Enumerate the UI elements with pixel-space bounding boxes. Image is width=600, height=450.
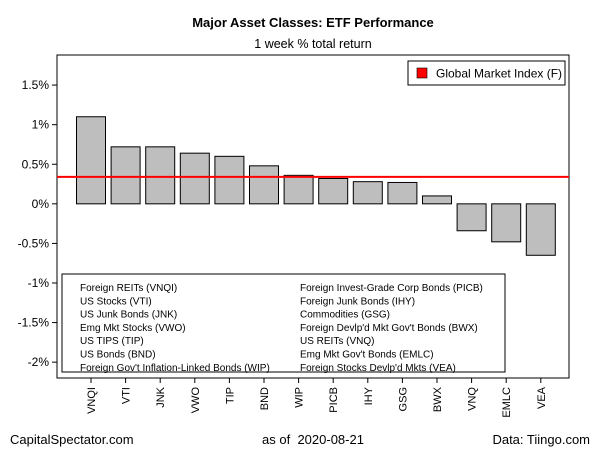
footer-data-credit: Data: Tiingo.com [492, 432, 590, 447]
note-left-item: US Stocks (VTI) [80, 296, 152, 307]
x-tick-label: JNK [155, 386, 167, 407]
legend-label: Global Market Index (F) [436, 67, 562, 81]
note-right-item: Commodities (GSG) [300, 310, 390, 321]
bar-vwo [179, 152, 210, 205]
note-right-item: US REITs (VNQ) [300, 336, 374, 347]
x-tick-label: IHY [363, 386, 375, 405]
y-tick-label: -1% [28, 276, 50, 290]
x-tick-label: VEA [536, 386, 548, 409]
bar-picb [318, 178, 349, 205]
y-axis: -2% -1.5% -1% -0.5% 0% 0.5% 1% 1.5% [18, 78, 57, 369]
legend-box [407, 60, 566, 86]
note-right-item: Foreign Junk Bonds (IHY) [300, 296, 415, 307]
bar-vea [525, 203, 556, 256]
footer-source: CapitalSpectator.com [10, 432, 134, 447]
bar-ihy [352, 181, 383, 205]
note-left-item: US Junk Bonds (JNK) [80, 310, 177, 321]
note-left-item: Foreign REITs (VNQI) [80, 283, 177, 294]
legend: Global Market Index (F) [407, 60, 566, 86]
bar-bwx [422, 195, 452, 205]
x-tick-label: VNQI [86, 387, 98, 414]
bar-tip [214, 155, 245, 205]
note-right-item: Emg Mkt Gov't Bonds (EMLC) [300, 350, 434, 361]
legend-swatch [416, 67, 428, 79]
note-right-item: Foreign Stocks Devlp'd Mkts (VEA) [300, 363, 456, 374]
y-tick-label: 0.5% [22, 157, 50, 171]
x-tick-label: GSG [397, 387, 409, 411]
x-tick-label: BND [259, 387, 271, 410]
y-tick-label: 1.5% [22, 78, 50, 92]
notes-box [61, 273, 506, 373]
x-tick-label: VTI [121, 387, 133, 404]
note-left-item: US Bonds (BND) [80, 350, 156, 361]
footer-date: as of 2020-08-21 [262, 432, 364, 447]
x-tick-label: VNQ [467, 387, 479, 411]
x-tick-label: EMLC [501, 387, 513, 418]
note-left-item: Emg Mkt Stocks (VWO) [80, 323, 186, 334]
x-tick-label: PICB [328, 387, 340, 413]
ticker-notes: Foreign REITs (VNQI) US Stocks (VTI) US Ju… [61, 273, 506, 374]
x-tick-label: VWO [190, 387, 202, 414]
chart-title: Major Asset Classes: ETF Performance [192, 15, 434, 30]
chart-subtitle: 1 week % total return [254, 37, 371, 51]
bar-bnd [249, 165, 279, 205]
y-tick-label: 1% [32, 118, 50, 132]
note-left-item: US TIPS (TIP) [80, 336, 144, 347]
y-tick-label: -1.5% [18, 316, 50, 330]
bar-vnq [456, 203, 487, 232]
note-right-item: Foreign Invest-Grade Corp Bonds (PICB) [300, 283, 483, 294]
x-axis: VNQI VTI JNK VWO TIP BND WIP PICB IHY GSG BWX VNQ EM… [86, 378, 548, 418]
y-tick-label: 0% [32, 197, 50, 211]
bars [76, 116, 556, 256]
y-tick-label: -0.5% [18, 236, 50, 250]
x-tick-label: TIP [224, 387, 236, 404]
plot-frame [56, 54, 570, 379]
note-right-item: Foreign Devlp'd Mkt Gov't Bonds (BWX) [300, 323, 478, 334]
bar-vti [110, 146, 141, 205]
bar-gsg [387, 181, 418, 205]
x-tick-label: BWX [432, 386, 444, 412]
bar-emlc [491, 203, 522, 243]
bar-jnk [145, 146, 176, 205]
note-left-item: Foreign Gov't Inflation-Linked Bonds (WI… [80, 363, 270, 374]
y-tick-label: -2% [28, 355, 50, 369]
bar-vnqi [76, 116, 106, 205]
x-tick-label: WIP [294, 387, 306, 408]
bar-wip [283, 174, 314, 205]
